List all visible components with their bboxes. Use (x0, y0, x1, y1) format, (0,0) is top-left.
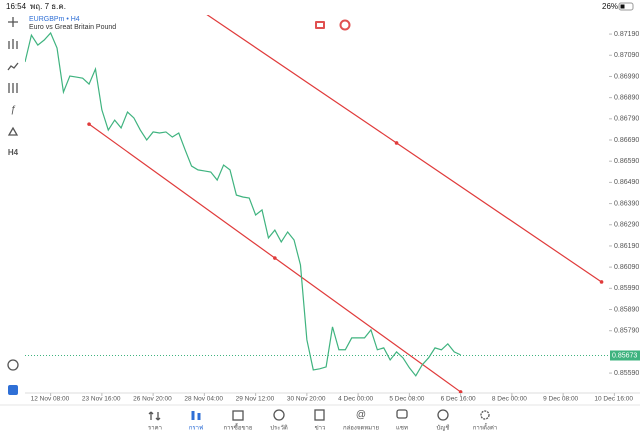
trend-anchor (87, 122, 91, 126)
x-tick-label: 10 Dec 16:00 (594, 396, 633, 403)
tab-label[interactable]: การตั้งค่า (473, 422, 497, 432)
left-toolbar: ƒ H4 (7, 17, 19, 395)
chart-description: Euro vs Great Britain Pound (29, 24, 116, 31)
x-tick-label: 5 Dec 08:00 (389, 396, 424, 403)
y-tick-label: 0.85790 (614, 328, 639, 335)
y-tick-label: 0.86290 (614, 222, 639, 229)
y-tick-label: 0.86890 (614, 94, 639, 101)
battery-level (620, 4, 625, 9)
x-tick-label: 12 Nov 08:00 (31, 396, 70, 403)
x-tick-label: 29 Nov 12:00 (236, 396, 275, 403)
trend-anchor (273, 256, 277, 260)
y-tick-label: 0.86790 (614, 116, 639, 123)
x-tick-label: 4 Dec 00:00 (338, 396, 373, 403)
tab-label[interactable]: ราคา (148, 425, 162, 432)
crosshair-tool[interactable] (8, 17, 18, 27)
price-line (25, 31, 461, 377)
x-tick-label: 23 Nov 16:00 (82, 396, 121, 403)
indicator-icon[interactable] (339, 19, 351, 31)
y-tick-label: 0.86190 (614, 243, 639, 250)
last-price-box (610, 350, 640, 361)
tab-icon-history (273, 409, 285, 421)
y-tick-label: 0.86990 (614, 73, 639, 80)
x-tick-label: 8 Dec 00:00 (492, 396, 527, 403)
plot-area (25, 15, 604, 393)
tab-bar: @ (148, 409, 490, 421)
objects-tool[interactable] (7, 126, 19, 136)
last-price-label: 0.85673 (612, 352, 637, 359)
x-tick-label: 6 Dec 16:00 (441, 396, 476, 403)
tab-icon-chart (191, 411, 201, 420)
tab-icon-mail: @ (356, 410, 366, 421)
y-tick-label: 0.87090 (614, 52, 639, 59)
x-tick-label: 28 Nov 04:00 (184, 396, 223, 403)
chart-type-tool[interactable] (8, 39, 18, 49)
indicators-tool[interactable] (7, 62, 19, 71)
y-tick-label: 0.85990 (614, 285, 639, 292)
trend-anchor (394, 141, 399, 145)
tab-icon-settings (480, 410, 490, 420)
timeframe-button[interactable]: H4 (8, 148, 19, 157)
tab-icon-trade (232, 410, 244, 421)
status-date: พฤ. 7 ธ.ค. (30, 2, 66, 11)
y-tick-label: 0.86090 (614, 264, 639, 271)
tab-icon-news (314, 409, 325, 421)
y-tick-label: 0.85590 (614, 370, 639, 377)
tab-label[interactable]: ประวัติ (270, 425, 288, 432)
trend-anchor (599, 280, 604, 284)
tab-label[interactable]: บัญชี (437, 424, 450, 432)
x-tick-label: 9 Dec 08:00 (543, 396, 578, 403)
settings-tool[interactable] (8, 83, 18, 93)
x-tick-label: 26 Nov 20:00 (133, 396, 172, 403)
y-tick-label: 0.86490 (614, 179, 639, 186)
tab-label[interactable]: การซื้อขาย (224, 422, 253, 432)
tab-label[interactable]: ข่าว (315, 425, 326, 432)
tab-icon-account (437, 409, 449, 421)
status-time: 16:54 (6, 2, 27, 11)
function-tool[interactable]: ƒ (10, 105, 16, 116)
y-tick-label: 0.86690 (614, 137, 639, 144)
trade-icon-inner (317, 23, 323, 27)
chart-symbol: EURGBPm • H4 (29, 16, 80, 23)
tab-label[interactable]: กล่องจดหมาย (343, 425, 379, 432)
tab-label[interactable]: แชท (396, 425, 408, 432)
app-icon[interactable] (8, 385, 18, 395)
y-tick-label: 0.86390 (614, 200, 639, 207)
y-tick-label: 0.86590 (614, 158, 639, 165)
tab-label[interactable]: กราฟ (189, 425, 203, 432)
y-tick-label: 0.87190 (614, 31, 639, 38)
x-tick-label: 30 Nov 20:00 (287, 396, 326, 403)
tab-icon-quotes (148, 411, 161, 421)
tab-icon-chat (396, 409, 408, 419)
status-battery: 26% (602, 2, 618, 11)
trend-anchor (458, 390, 463, 393)
battery-icon (618, 2, 634, 11)
history-tool[interactable] (7, 359, 19, 371)
trend-line (206, 15, 602, 283)
y-tick-label: 0.85890 (614, 306, 639, 313)
